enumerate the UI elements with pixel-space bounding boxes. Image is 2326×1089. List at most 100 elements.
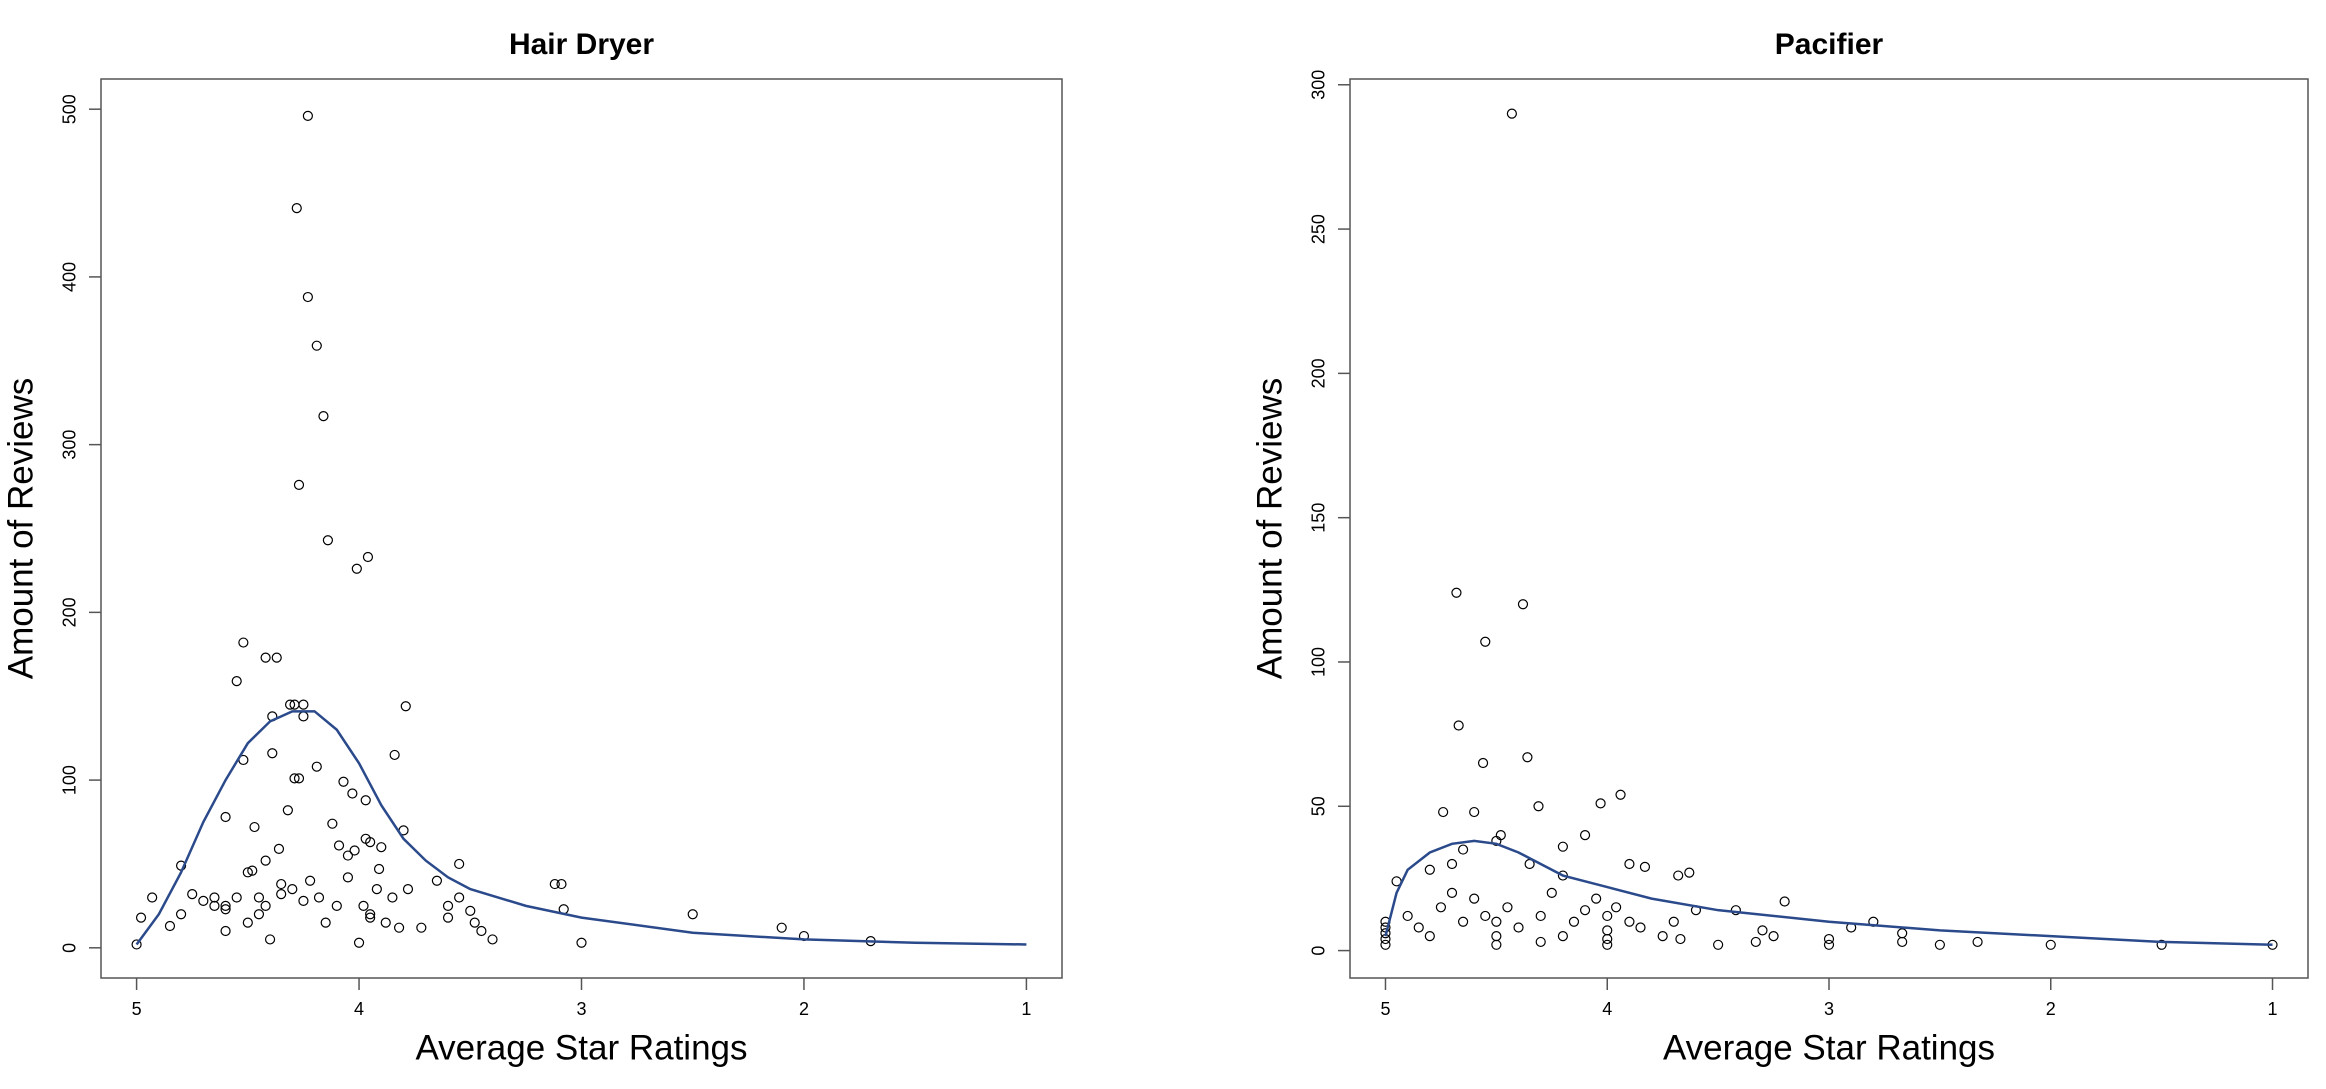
scatter-point	[264, 934, 276, 945]
scatter-point	[1435, 902, 1447, 913]
scatter-point	[353, 937, 365, 948]
scatter-point	[131, 939, 142, 950]
scatter-point	[1469, 806, 1480, 818]
x-tick-label: 3	[1824, 999, 1834, 1019]
scatter-point	[576, 937, 587, 948]
scatter-point	[1557, 841, 1568, 852]
scatter-point	[327, 818, 338, 829]
scatter-point	[1972, 936, 1983, 948]
scatter-point	[333, 840, 345, 851]
scatter-point	[238, 637, 249, 648]
scatter-point	[549, 878, 560, 890]
scatter-point	[365, 837, 376, 848]
scatter-point	[302, 110, 313, 121]
y-tick-label: 50	[1309, 796, 1329, 816]
scatter-point	[342, 850, 354, 861]
scatter-point	[380, 917, 391, 928]
x-tick-label: 4	[354, 999, 364, 1019]
scatter-point	[220, 811, 231, 823]
scatter-point	[1602, 910, 1613, 922]
y-tick-label: 200	[60, 597, 80, 627]
scatter-point	[1477, 757, 1489, 769]
scatter-point	[287, 884, 298, 895]
scatter-point	[1533, 801, 1544, 812]
scatter-point	[1413, 922, 1424, 933]
scatter-point	[1402, 910, 1413, 922]
y-tick-label: 400	[60, 262, 80, 292]
scatter-point	[305, 875, 316, 886]
scatter-point	[1438, 806, 1449, 818]
scatter-point	[1380, 928, 1391, 939]
scatter-point	[1424, 931, 1435, 942]
scatter-point	[1491, 931, 1502, 942]
scatter-point	[1579, 830, 1591, 841]
scatter-point	[291, 203, 302, 214]
scatter-point	[1611, 902, 1622, 913]
scatter-point	[431, 875, 443, 886]
scatter-point	[1557, 931, 1568, 942]
scatter-point	[249, 821, 260, 833]
y-tick-label: 500	[60, 94, 80, 124]
scatter-point	[1897, 928, 1908, 939]
scatter-point	[1517, 599, 1529, 610]
x-axis-label: Average Star Ratings	[415, 1028, 747, 1067]
scatter-point	[342, 872, 354, 883]
scatter-point	[358, 900, 369, 911]
scatter-point	[1568, 916, 1580, 927]
scatter-point	[365, 909, 376, 920]
scatter-point	[209, 892, 220, 903]
chart-title: Hair Dryer	[509, 28, 654, 61]
scatter-point	[1823, 939, 1835, 950]
scatter-point	[1768, 931, 1779, 942]
scatter-point	[347, 788, 358, 799]
y-tick-label: 150	[1309, 503, 1329, 533]
scatter-point	[135, 912, 147, 923]
scatter-point	[1535, 910, 1546, 922]
scatter-point	[1657, 931, 1668, 942]
scatter-point	[469, 917, 480, 928]
scatter-point	[242, 867, 253, 878]
y-tick-label: 250	[1309, 214, 1329, 244]
scatter-point	[1823, 933, 1835, 945]
scatter-point	[260, 652, 271, 663]
scatter-point	[260, 855, 271, 866]
scatter-point	[387, 892, 398, 903]
scatter-point	[1602, 939, 1613, 950]
scatter-point	[1591, 893, 1602, 904]
x-axis-label: Average Star Ratings	[1663, 1028, 1995, 1067]
y-tick-label: 200	[1309, 358, 1329, 388]
scatter-point	[1457, 844, 1469, 855]
scatter-point	[1480, 636, 1491, 647]
scatter-point	[242, 917, 253, 928]
scatter-point	[487, 934, 498, 945]
scatter-point	[360, 795, 371, 806]
scatter-point	[1602, 933, 1613, 945]
scatter-point	[1457, 916, 1469, 927]
y-axis-label: Amount of Reviews	[1250, 378, 1289, 680]
scatter-point	[338, 776, 349, 787]
scatter-point	[231, 676, 242, 687]
scatter-point	[220, 900, 231, 911]
scatter-point	[687, 909, 698, 920]
scatter-point	[1615, 789, 1626, 800]
y-tick-label: 100	[60, 765, 80, 795]
scatter-point	[476, 925, 487, 937]
scatter-point	[454, 892, 465, 903]
scatter-point	[271, 652, 282, 663]
scatter-point	[1469, 893, 1480, 904]
x-tick-label: 5	[1380, 999, 1390, 1019]
x-tick-label: 1	[1021, 999, 1031, 1019]
x-tick-label: 5	[132, 999, 142, 1019]
scatter-point	[289, 773, 300, 784]
scatter-point	[1934, 939, 1945, 950]
scatter-point	[1713, 939, 1724, 950]
scatter-point	[2045, 939, 2056, 950]
scatter-point	[454, 858, 465, 870]
scatter-point	[320, 917, 331, 928]
scatter-point	[276, 878, 287, 890]
x-tick-label: 4	[1602, 999, 1612, 1019]
scatter-point	[1513, 922, 1524, 933]
scatter-point	[351, 563, 362, 574]
scatter-point	[311, 761, 322, 772]
